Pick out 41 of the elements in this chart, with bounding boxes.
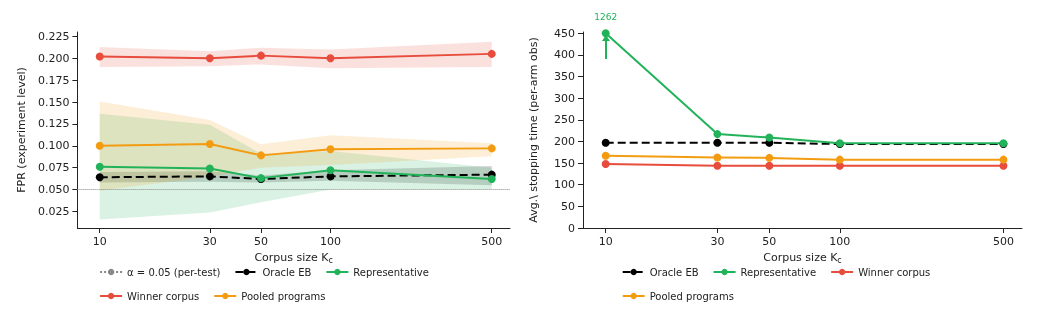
annotation: 1262 <box>594 11 618 22</box>
legend-label: α = 0.05 (per-test) <box>127 266 221 278</box>
y-tick-label: 0.200 <box>37 51 70 65</box>
legend-label: Oracle EB <box>649 266 699 278</box>
y-axis-title: FPR (experiment level) <box>15 67 28 193</box>
y-tick-label: 400 <box>554 48 575 62</box>
legend-label: Representative <box>740 266 817 278</box>
y-tick-label: 0.225 <box>37 29 70 43</box>
legend-label: Oracle EB <box>262 266 312 278</box>
y-tick-label: 150 <box>554 156 575 170</box>
legend-label: Winner corpus <box>127 290 200 302</box>
x-tick-label: 100 <box>319 235 341 248</box>
y-tick-label: 0.025 <box>37 204 70 218</box>
y-tick-label: 100 <box>554 178 575 192</box>
y-tick-label: 0.075 <box>37 161 70 175</box>
x-tick-label: 30 <box>710 235 725 248</box>
legend-label: Pooled programs <box>241 290 326 302</box>
y-tick-label: 0.050 <box>37 183 70 196</box>
x-tick-label: 100 <box>829 235 851 248</box>
y-tick-label: 0.175 <box>37 73 70 87</box>
x-tick-label: 500 <box>481 235 503 248</box>
y-tick-label: 0 <box>568 221 575 235</box>
y-tick-label: 300 <box>554 91 575 105</box>
legend-label: Representative <box>353 266 429 278</box>
y-axis-title: Avg.\ stopping time (per-arm obs) <box>527 37 540 223</box>
y-tick-label: 0.125 <box>37 117 70 131</box>
x-tick-label: 50 <box>762 235 777 248</box>
x-tick-label: 30 <box>202 235 217 248</box>
x-tick-label: 50 <box>254 235 269 248</box>
y-tick-label: 250 <box>554 113 575 127</box>
x-tick-label: 10 <box>598 235 613 248</box>
y-tick-label: 350 <box>554 70 575 84</box>
y-tick-label: 200 <box>554 134 575 148</box>
x-tick-label: 500 <box>992 235 1014 248</box>
x-tick-label: 10 <box>92 235 107 248</box>
y-tick-label: 0.150 <box>37 95 70 109</box>
y-tick-label: 450 <box>554 26 575 40</box>
y-tick-label: 0.100 <box>37 139 70 153</box>
y-tick-label: 50 <box>561 199 575 213</box>
legend-label: Winner corpus <box>858 266 931 278</box>
legend-label: Pooled programs <box>649 290 734 302</box>
